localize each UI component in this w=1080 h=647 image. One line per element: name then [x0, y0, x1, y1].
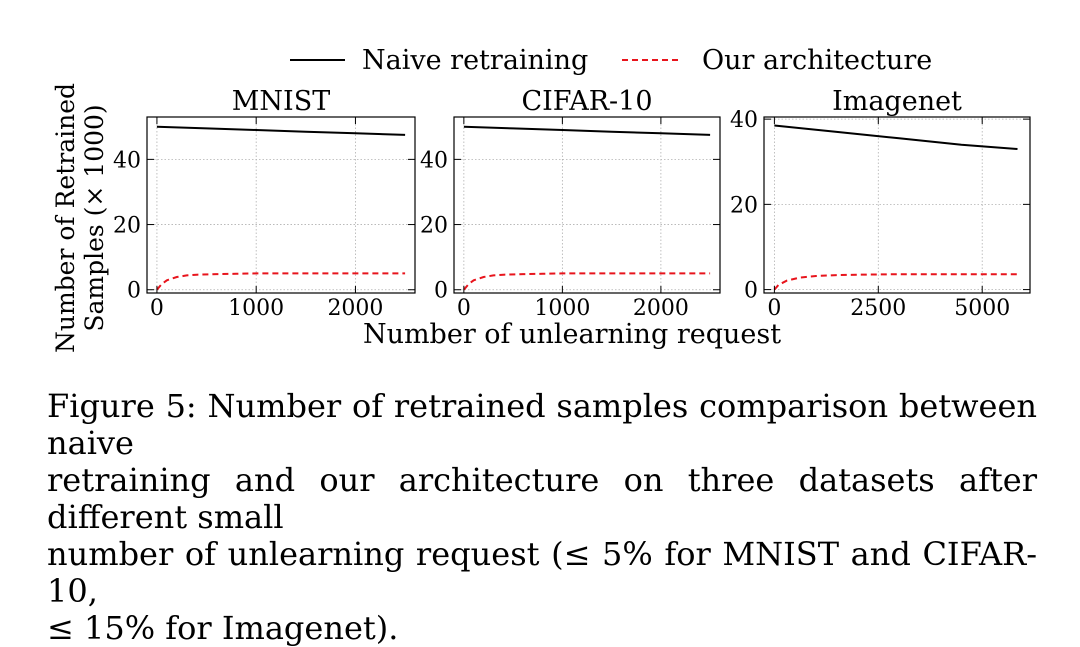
figure-canvas: Naive retraining Our architecture Number…	[51, 45, 1031, 353]
y-tick-label: 40	[730, 108, 758, 133]
x-tick-label: 5000	[954, 296, 1010, 321]
x-tick-label: 2000	[633, 296, 689, 321]
subplot-title: Imagenet	[832, 86, 962, 117]
y-tick-label: 20	[730, 193, 758, 218]
x-tick-label: 2000	[327, 296, 383, 321]
axes-frame	[453, 116, 721, 294]
caption-line: Figure 5: Number of retrained samples co…	[47, 387, 1037, 462]
x-tick-label: 2500	[850, 296, 906, 321]
y-tick-label: 0	[434, 279, 448, 304]
series-line-naive-retraining	[463, 125, 711, 136]
y-tick-label: 0	[744, 279, 758, 304]
series-line-our-architecture	[156, 272, 406, 291]
shared-y-axis-label: Number of Retrained Samples (× 1000)	[51, 83, 109, 353]
figure-caption: Figure 5: Number of retrained samples co…	[47, 388, 1037, 647]
y-tick-label: 0	[127, 279, 141, 304]
caption-line: retraining and our architecture on three…	[47, 461, 1037, 536]
x-tick-label: 0	[767, 296, 781, 321]
subplot-1: 0 1000 2000 0 20 40 MNIST	[113, 86, 416, 321]
series-line-naive-retraining	[774, 124, 1018, 150]
y-tick-label: 20	[420, 214, 448, 239]
axes-frame	[763, 116, 1031, 294]
y-axis-label-line-1: Number of Retrained	[51, 83, 80, 353]
series-line-our-architecture	[773, 273, 1018, 291]
x-tick-label: 0	[457, 296, 471, 321]
y-tick-label: 40	[420, 148, 448, 173]
series-line-our-architecture	[463, 272, 711, 291]
legend-label-our-architecture: Our architecture	[702, 45, 932, 76]
caption-line: number of unlearning request (≤ 5% for M…	[47, 535, 1037, 610]
y-tick-label: 40	[113, 148, 141, 173]
series-line-naive-retraining	[156, 125, 406, 136]
shared-x-axis-label: Number of unlearning request	[363, 319, 781, 350]
subplot-3: 0 2500 5000 0 20 40 Imagenet	[730, 86, 1031, 321]
x-tick-label: 0	[150, 296, 164, 321]
x-tick-label: 1000	[534, 296, 590, 321]
legend: Naive retraining Our architecture	[290, 45, 932, 76]
legend-label-naive-retraining: Naive retraining	[362, 45, 588, 76]
subplot-2: 0 1000 2000 0 20 40 CIFAR-10	[420, 86, 721, 321]
caption-line: ≤ 15% for Imagenet).	[47, 609, 399, 647]
x-tick-label: 1000	[228, 296, 284, 321]
y-axis-label-line-2: Samples (× 1000)	[80, 104, 109, 331]
subplot-title: CIFAR-10	[521, 86, 652, 117]
axes-frame	[146, 116, 416, 294]
y-tick-label: 20	[113, 214, 141, 239]
subplot-title: MNIST	[232, 86, 330, 117]
